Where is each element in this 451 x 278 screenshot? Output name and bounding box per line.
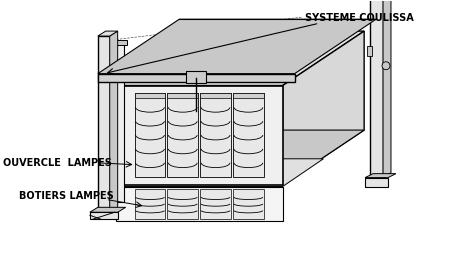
Bar (232, 93, 263, 98)
Polygon shape (115, 159, 322, 187)
Polygon shape (115, 31, 364, 86)
Polygon shape (110, 31, 117, 212)
Bar (200, 188, 230, 219)
Polygon shape (282, 31, 364, 185)
Bar (134, 93, 165, 177)
Bar (369, 0, 382, 178)
Bar (366, 46, 371, 56)
Bar (232, 188, 263, 219)
Text: SYSTEME COULISSA: SYSTEME COULISSA (304, 13, 412, 23)
Polygon shape (97, 31, 117, 36)
Bar (200, 93, 230, 177)
Text: OUVERCLE  LAMPES: OUVERCLE LAMPES (3, 158, 112, 168)
Bar (134, 188, 165, 219)
Polygon shape (364, 174, 395, 178)
Bar (167, 93, 198, 98)
Bar (114, 44, 124, 202)
Polygon shape (382, 0, 390, 178)
Bar (167, 93, 198, 177)
Bar (364, 178, 387, 187)
Bar (97, 74, 294, 81)
Bar (90, 212, 117, 219)
Polygon shape (90, 207, 125, 212)
Text: BOTIERS LAMPES: BOTIERS LAMPES (19, 192, 114, 202)
Polygon shape (115, 130, 364, 185)
Bar (167, 188, 198, 219)
Bar (110, 40, 126, 45)
Polygon shape (97, 19, 375, 74)
Circle shape (381, 62, 389, 70)
Bar (200, 93, 230, 98)
Bar (115, 187, 282, 221)
Bar (134, 93, 165, 98)
Bar (232, 93, 263, 177)
Polygon shape (115, 86, 282, 185)
Bar (186, 71, 206, 83)
Bar (97, 36, 110, 212)
